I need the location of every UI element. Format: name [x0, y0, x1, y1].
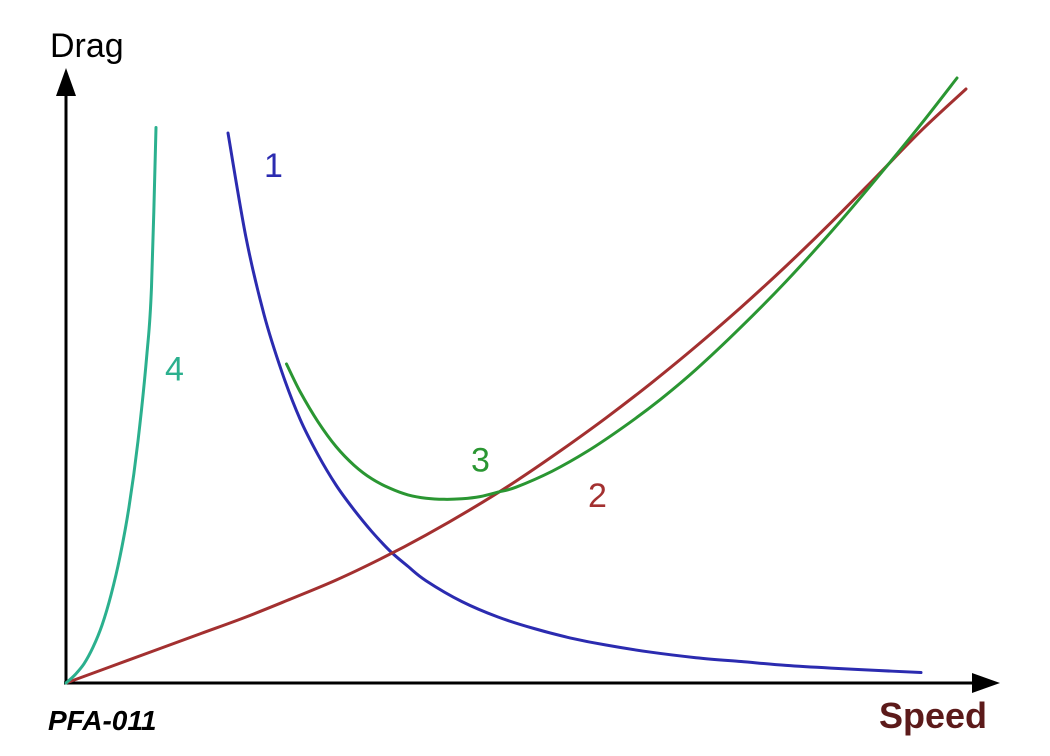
series-line-3 — [285, 76, 959, 501]
series-label-3: 3 — [471, 441, 490, 479]
series-layer — [64, 76, 968, 685]
figure-code: PFA-011 — [48, 705, 156, 736]
series-label-1: 1 — [264, 147, 283, 185]
series-line-2 — [64, 87, 968, 685]
x-axis-label: Speed — [879, 695, 987, 736]
series-label-2: 2 — [588, 477, 607, 515]
series-label-4: 4 — [165, 351, 184, 389]
annotation-layer: 1 2 3 4 — [165, 147, 607, 515]
series-line-1 — [226, 131, 923, 674]
series-line-4 — [64, 126, 158, 685]
y-axis-label: Drag — [50, 27, 124, 65]
y-axis-arrowhead — [56, 68, 76, 96]
x-axis-arrowhead — [972, 673, 1000, 693]
